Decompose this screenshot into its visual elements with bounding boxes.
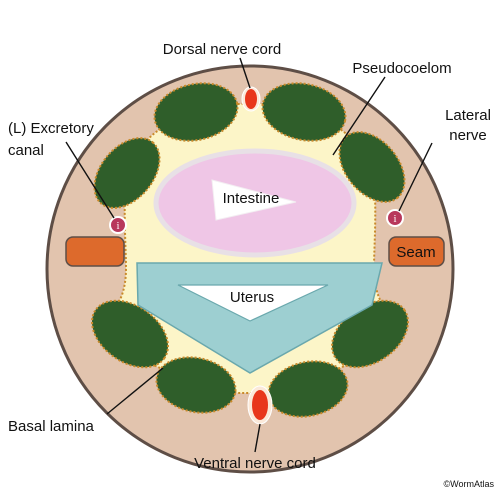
muscle-cell [153,82,239,142]
muscle-cell [155,356,237,414]
dorsal-nerve-cord-label: Dorsal nerve cord [163,41,281,58]
excretory-canal-label-line1: (L) Excretory [8,120,94,137]
leader-line-lateral-nerve [398,142,433,212]
excretory-canal-label-line2: canal [8,142,44,159]
ventral-nerve-cord-label: Ventral nerve cord [194,455,316,472]
lateral-nerve-label-line2: nerve [449,127,487,144]
pseudocoelom-label: Pseudocoelom [352,60,451,77]
uterus-lumen [177,284,329,322]
lateral-nerve-marker [386,209,404,227]
credit-text: ©WormAtlas [444,479,495,489]
excretory-canal-left-marker-letter: i [116,220,119,232]
dorsal-nerve-cord-core [245,89,257,109]
basal-lamina-label: Basal lamina [8,418,95,435]
leader-line-ventral-nerve-cord [254,423,261,453]
seam-label: Seam [396,244,435,261]
seam-cell-right [388,236,445,267]
ventral-nerve-cord-core [252,390,268,420]
muscle-cell [267,360,349,418]
seam-cell-left [65,236,125,267]
leader-line-dorsal-nerve-cord [239,57,251,89]
muscle-cell [338,131,406,203]
muscle-cell [93,137,161,209]
lateral-nerve-marker-letter: i [393,213,396,225]
intestine-lumen [211,179,297,221]
intestine-label: Intestine [223,190,280,207]
uterus-label: Uterus [230,289,274,306]
leader-line-excretory-canal [65,141,115,219]
leader-line-basal-lamina [106,367,164,415]
lateral-nerve-label-line1: Lateral [445,107,491,124]
muscle-cell [91,299,169,369]
leader-line-pseudocoelom [332,76,386,156]
excretory-canal-left-marker [109,216,127,234]
muscle-cell [261,82,347,142]
